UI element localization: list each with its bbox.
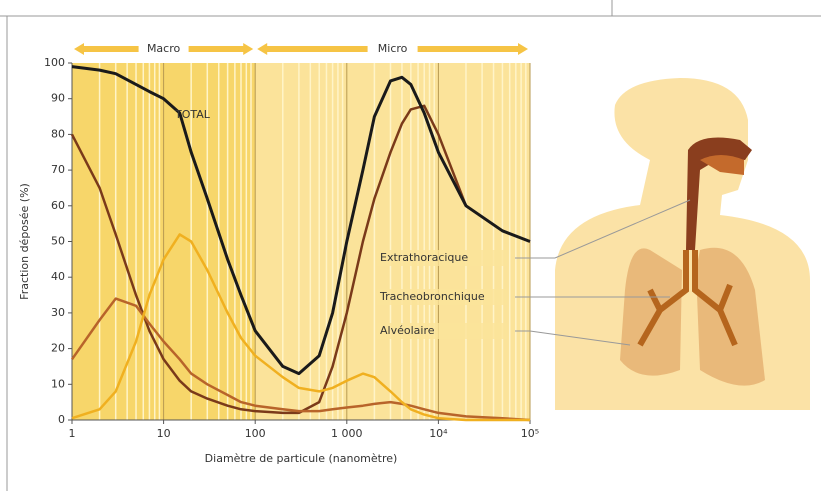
x-tick-label: 1 (69, 427, 76, 440)
region-label: Macro (147, 42, 181, 55)
y-tick-label: 40 (51, 270, 65, 283)
y-tick-label: 30 (51, 306, 65, 319)
series-label: Tracheobronchique (379, 290, 485, 303)
chart: Macro Micro 1 10 100 1 000 10⁴ 10⁵ 0 10 20 30 40 50 60… (0, 0, 821, 491)
x-tick-label: 1 000 (331, 427, 363, 440)
series-label: TOTAL (174, 108, 211, 121)
y-tick-label: 100 (44, 56, 65, 69)
y-tick-label: 10 (51, 377, 65, 390)
x-tick-label: 10⁵ (521, 427, 539, 440)
y-axis-label: Fraction déposée (%) (18, 183, 31, 300)
series-label: Alvéolaire (380, 324, 435, 337)
y-tick-label: 0 (58, 413, 65, 426)
x-tick-label: 100 (245, 427, 266, 440)
x-tick-label: 10 (157, 427, 171, 440)
y-tick-label: 60 (51, 199, 65, 212)
x-axis-label: Diamètre de particule (nanomètre) (205, 452, 398, 465)
respiratory-illustration (555, 78, 810, 410)
y-tick-label: 70 (51, 163, 65, 176)
region-band (255, 63, 530, 420)
y-tick-label: 20 (51, 342, 65, 355)
series-label: Extrathoracique (380, 251, 468, 264)
y-tick-label: 80 (51, 127, 65, 140)
y-tick-label: 50 (51, 235, 65, 248)
x-tick-label: 10⁴ (429, 427, 448, 440)
y-tick-label: 90 (51, 92, 65, 105)
region-label: Micro (378, 42, 408, 55)
